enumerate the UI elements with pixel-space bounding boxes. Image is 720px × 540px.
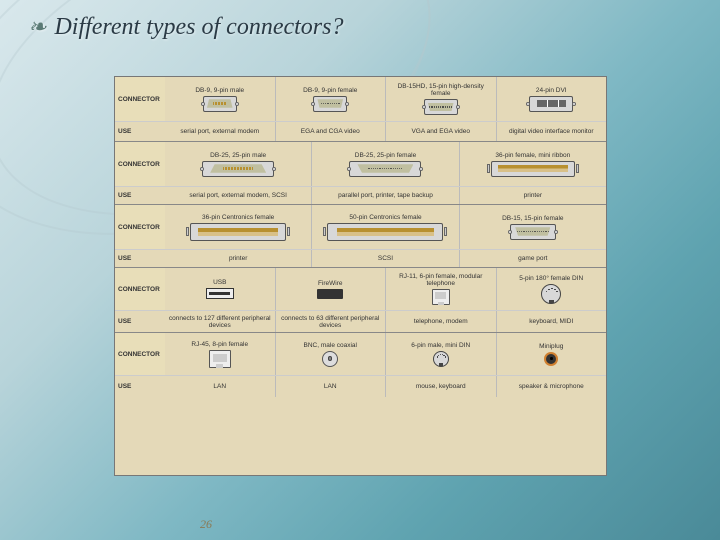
connector-name: 36-pin Centronics female	[202, 214, 274, 221]
use-cell: speaker & microphone	[496, 376, 607, 397]
use-cell: VGA and EGA video	[385, 122, 496, 141]
connector-shape	[491, 161, 575, 177]
connector-shape	[432, 289, 450, 305]
page-number: 26	[200, 517, 212, 532]
use-cell: serial port, external modem	[165, 122, 275, 141]
connector-label: CONNECTOR	[115, 77, 165, 121]
connector-cell: DB-9, 9-pin female	[275, 77, 386, 121]
connector-name: USB	[213, 279, 226, 286]
connector-cell: RJ-11, 6-pin female, modular telephone	[385, 268, 496, 310]
use-cell: connects to 63 different peripheral devi…	[275, 311, 386, 332]
use-label: USE	[115, 311, 165, 332]
connector-name: 36-pin female, mini ribbon	[495, 152, 570, 159]
connector-cell: 24-pin DVI	[496, 77, 607, 121]
connector-shape	[209, 350, 231, 368]
connector-cell: BNC, male coaxial	[275, 333, 386, 375]
use-cell: printer	[165, 250, 311, 267]
connector-cell: RJ-45, 8-pin female	[165, 333, 275, 375]
connector-name: Miniplug	[539, 343, 563, 350]
connector-name: BNC, male coaxial	[304, 342, 357, 349]
connector-cell: 5-pin 180° female DIN	[496, 268, 607, 310]
connector-shape	[327, 223, 443, 241]
connector-chart: CONNECTOR DB-9, 9-pin male DB-9, 9-pin fem…	[114, 76, 607, 476]
use-cell: connects to 127 different peripheral dev…	[165, 311, 275, 332]
use-cell: mouse, keyboard	[385, 376, 496, 397]
use-cell: EGA and CGA video	[275, 122, 386, 141]
connector-shape	[424, 99, 458, 115]
connector-shape	[544, 352, 558, 366]
connector-name: RJ-11, 6-pin female, modular telephone	[389, 273, 493, 287]
connector-cell: DB-15, 15-pin female	[459, 205, 606, 249]
connector-name: DB-25, 25-pin female	[355, 152, 416, 159]
connector-shape	[510, 224, 556, 240]
connector-name: DB-25, 25-pin male	[210, 152, 266, 159]
connector-name: FireWire	[318, 280, 343, 287]
connector-name: 6-pin male, mini DIN	[411, 342, 470, 349]
connector-name: RJ-45, 8-pin female	[191, 341, 248, 348]
chart-section: CONNECTOR RJ-45, 8-pin female BNC, male co…	[115, 332, 606, 397]
connector-name: 5-pin 180° female DIN	[519, 275, 583, 282]
use-cell: game port	[459, 250, 606, 267]
connector-shape	[190, 223, 286, 241]
connector-name: DB-9, 9-pin female	[303, 87, 357, 94]
connector-name: 50-pin Centronics female	[349, 214, 421, 221]
connector-label: CONNECTOR	[115, 333, 165, 375]
use-cell: telephone, modem	[385, 311, 496, 332]
connector-label: CONNECTOR	[115, 268, 165, 310]
use-cell: serial port, external modem, SCSI	[165, 187, 311, 204]
connector-shape	[349, 161, 421, 177]
connector-cell: Miniplug	[496, 333, 607, 375]
title-text: Different types of connectors?	[54, 14, 343, 40]
use-cell: keyboard, MIDI	[496, 311, 607, 332]
connector-cell: USB	[165, 268, 275, 310]
connector-shape	[433, 351, 449, 367]
connector-shape	[529, 96, 573, 112]
use-cell: LAN	[165, 376, 275, 397]
connector-cell: 36-pin female, mini ribbon	[459, 142, 606, 186]
connector-cell: 6-pin male, mini DIN	[385, 333, 496, 375]
use-cell: LAN	[275, 376, 386, 397]
use-label: USE	[115, 122, 165, 141]
connector-name: DB-15HD, 15-pin high-density female	[389, 83, 493, 97]
use-label: USE	[115, 376, 165, 397]
chart-section: CONNECTOR USB FireWire RJ-11, 6-pin female,…	[115, 267, 606, 332]
connector-shape	[206, 288, 234, 299]
connector-cell: DB-9, 9-pin male	[165, 77, 275, 121]
connector-shape	[541, 284, 561, 304]
connector-label: CONNECTOR	[115, 142, 165, 186]
connector-cell: 50-pin Centronics female	[311, 205, 458, 249]
connector-cell: DB-15HD, 15-pin high-density female	[385, 77, 496, 121]
connector-shape	[322, 351, 338, 367]
chart-section: CONNECTOR DB-25, 25-pin male DB-25, 25-pin…	[115, 141, 606, 204]
use-label: USE	[115, 250, 165, 267]
slide-title: ❧ Different types of connectors?	[28, 14, 343, 41]
bullet-glyph: ❧	[28, 14, 46, 40]
connector-cell: FireWire	[275, 268, 386, 310]
connector-shape	[203, 96, 237, 112]
use-label: USE	[115, 187, 165, 204]
connector-name: 24-pin DVI	[536, 87, 567, 94]
use-cell: printer	[459, 187, 606, 204]
connector-name: DB-15, 15-pin female	[502, 215, 563, 222]
connector-cell: DB-25, 25-pin male	[165, 142, 311, 186]
connector-name: DB-9, 9-pin male	[195, 87, 244, 94]
use-cell: SCSI	[311, 250, 458, 267]
connector-cell: 36-pin Centronics female	[165, 205, 311, 249]
connector-label: CONNECTOR	[115, 205, 165, 249]
connector-shape	[313, 96, 347, 112]
use-cell: parallel port, printer, tape backup	[311, 187, 458, 204]
connector-shape	[202, 161, 274, 177]
connector-cell: DB-25, 25-pin female	[311, 142, 458, 186]
use-cell: digital video interface monitor	[496, 122, 607, 141]
chart-section: CONNECTOR DB-9, 9-pin male DB-9, 9-pin fem…	[115, 77, 606, 141]
chart-section: CONNECTOR 36-pin Centronics female 50-pin …	[115, 204, 606, 267]
connector-shape	[317, 289, 343, 299]
